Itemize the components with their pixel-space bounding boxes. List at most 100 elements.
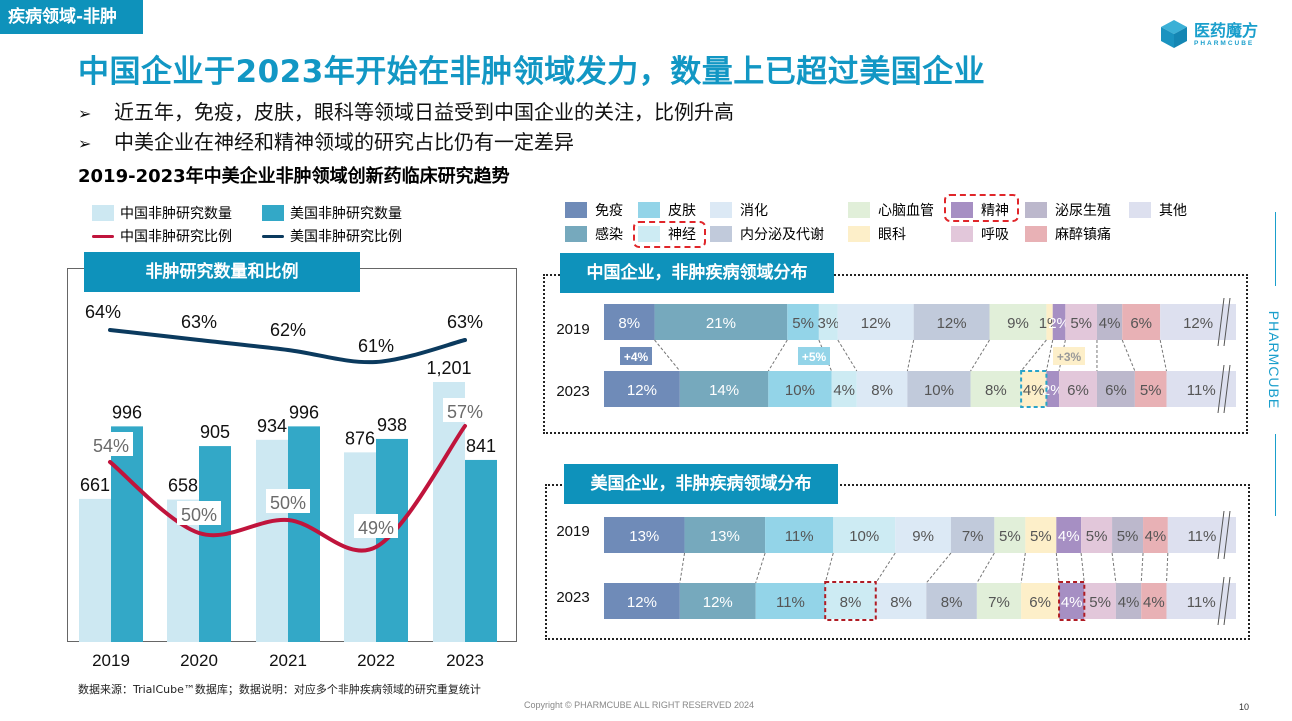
- legend-label: 免疫: [595, 203, 623, 219]
- segment-感染: [679, 371, 769, 407]
- segment-label: 11%: [1187, 382, 1216, 399]
- count-chart-title: 非肿研究数量和比例: [84, 252, 360, 292]
- segment-皮肤: [755, 583, 826, 619]
- section-tag: 疾病领域-非肿: [0, 0, 143, 34]
- us-ratio-label: 63%: [447, 312, 483, 332]
- cn-count-bar: [79, 498, 111, 642]
- legend-swatch: [710, 202, 732, 218]
- row-year-label: 2023: [556, 589, 589, 606]
- segment-label: 6%: [1130, 315, 1152, 332]
- segment-label: 6%: [1067, 382, 1089, 399]
- segment-label: 10%: [849, 528, 879, 545]
- highlight-box-眼科: [1020, 370, 1048, 408]
- segment-label: 8%: [890, 594, 912, 611]
- highlight-box-神经: [824, 581, 877, 621]
- axis-break-icon: [1223, 364, 1231, 414]
- connector-line: [767, 339, 788, 372]
- segment-眼科: [1021, 583, 1060, 619]
- legend-label: 中国非肿研究数量: [120, 206, 232, 222]
- us-ratio-line: [108, 328, 467, 365]
- us-count-bar: [376, 438, 408, 642]
- legend-swatch: [1025, 202, 1047, 218]
- segment-眼科: [1025, 517, 1057, 553]
- legend-label: 内分泌及代谢: [740, 227, 824, 243]
- segment-心脑血管: [989, 304, 1047, 340]
- highlight-box-精神: [1058, 581, 1086, 621]
- x-tick-label: 2021: [269, 651, 307, 670]
- cn-distribution-title: 中国企业，非肿疾病领域分布: [560, 253, 834, 293]
- segment-内分泌及代谢: [907, 371, 971, 407]
- legend-label: 心脑血管: [878, 203, 934, 219]
- legend-item-10: 眼科: [848, 224, 906, 244]
- segment-神经: [825, 583, 876, 619]
- x-tick-label: 2023: [446, 651, 484, 670]
- us-count-bar: [199, 446, 231, 642]
- connector-line: [1055, 552, 1060, 584]
- legend-item-11: 呼吸: [951, 224, 1009, 244]
- change-badge: +4%: [624, 350, 649, 364]
- change-badge-bg: [798, 347, 830, 365]
- segment-精神: [1052, 304, 1066, 340]
- legend-label: 消化: [740, 203, 768, 219]
- legend-label: 神经: [668, 227, 696, 243]
- segment-label: 12%: [861, 315, 891, 332]
- connector-line: [976, 552, 995, 584]
- segment-label: 4%: [1143, 594, 1165, 611]
- segment-眼科: [1021, 371, 1047, 407]
- segment-label: 8%: [985, 382, 1007, 399]
- us-count-bar: [111, 426, 143, 642]
- logo-cn-text: 医药魔方: [1194, 20, 1259, 40]
- highlight-psych-legend: [944, 194, 1019, 222]
- connector-line: [1020, 552, 1026, 584]
- legend-item-12: 麻醉镇痛: [1025, 224, 1111, 244]
- segment-label: 4%: [1145, 528, 1167, 545]
- axis-break-icon: [1223, 297, 1231, 347]
- segment-神经: [833, 517, 896, 553]
- legend-swatch: [638, 202, 660, 218]
- us-count-label: 996: [112, 402, 142, 422]
- segment-label: 5%: [1086, 528, 1108, 545]
- segment-心脑血管: [976, 583, 1022, 619]
- segment-神经: [818, 304, 838, 340]
- legend-swatch: [848, 202, 870, 218]
- legend-item-3: 心脑血管: [848, 200, 934, 220]
- segment-麻醉镇痛: [1141, 583, 1167, 619]
- legend-label: 其他: [1159, 203, 1187, 219]
- row-year-label: 2019: [556, 321, 589, 338]
- segment-label: 5%: [999, 528, 1021, 545]
- us-count-bar: [465, 459, 497, 642]
- segment-label: 10%: [924, 382, 954, 399]
- axis-break-icon: [1223, 576, 1231, 626]
- x-tick-label: 2019: [92, 651, 130, 670]
- legend-swatch: [1129, 202, 1151, 218]
- segment-label: 8%: [871, 382, 893, 399]
- legend-swatch: [638, 226, 660, 242]
- connector-line: [824, 552, 834, 584]
- cn-count-label: 1,201: [426, 358, 471, 378]
- segment-label: 10%: [785, 382, 815, 399]
- segment-免疫: [604, 304, 655, 340]
- segment-皮肤: [768, 371, 832, 407]
- segment-label: 11%: [1187, 528, 1216, 545]
- legend-label: 美国非肿研究比例: [290, 229, 402, 245]
- segment-label: 13%: [710, 528, 740, 545]
- segment-呼吸: [1065, 304, 1097, 340]
- side-brand-text: PHARMCUBE: [1266, 310, 1282, 410]
- legend-swatch: [262, 205, 284, 221]
- arrowhead-bullet-icon: ➢: [78, 104, 92, 123]
- segment-心脑血管: [970, 371, 1022, 407]
- cn-count-label: 661: [80, 475, 110, 495]
- highlight-neuro-legend: [633, 221, 706, 248]
- segment-label: 5%: [1117, 528, 1139, 545]
- segment-感染: [654, 304, 788, 340]
- x-tick-label: 2020: [180, 651, 218, 670]
- segment-label: 4%: [1058, 528, 1080, 545]
- us-distribution-title: 美国企业，非肿疾病领域分布: [564, 464, 838, 504]
- legend-cn-ratio: 中国非肿研究比例: [92, 226, 232, 246]
- segment-精神: [1056, 517, 1082, 553]
- segment-label: 5%: [1089, 594, 1111, 611]
- cn-ratio-label: 57%: [447, 402, 483, 422]
- connector-line: [1159, 339, 1167, 372]
- segment-呼吸: [1084, 583, 1116, 619]
- cn-count-label: 934: [257, 416, 287, 436]
